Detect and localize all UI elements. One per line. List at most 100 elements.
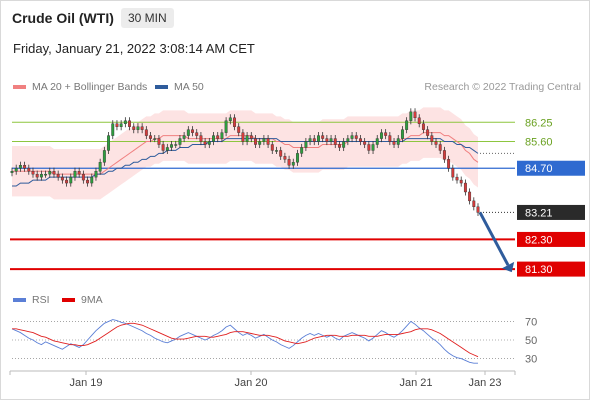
price-tag-box	[517, 204, 585, 220]
legend-label-rsi: RSI	[32, 294, 50, 306]
candle-body	[338, 144, 341, 148]
candle-body	[388, 135, 392, 142]
candle-body	[375, 138, 379, 145]
legend-swatch-ma50	[155, 85, 168, 90]
price-tag-label: 82.30	[525, 234, 553, 246]
candle-body	[94, 170, 98, 178]
candle-body	[207, 141, 211, 145]
candle-body	[170, 144, 173, 148]
candle-body	[417, 117, 421, 124]
candle-body	[90, 176, 94, 184]
candle-body	[476, 206, 480, 213]
candle-body	[392, 141, 396, 145]
candle-body	[463, 182, 467, 193]
timeframe-button[interactable]: 30 MIN	[121, 8, 174, 28]
candle-body	[174, 144, 178, 146]
x-tick-label: Jan 21	[399, 377, 432, 389]
forecast-arrow-head	[501, 261, 515, 273]
chart-datetime: Friday, January 21, 2022 3:08:14 AM CET	[13, 41, 255, 56]
candle-body	[275, 150, 278, 152]
candle-body	[191, 129, 194, 133]
candle-body	[182, 135, 186, 139]
legend-label-ma50: MA 50	[174, 81, 204, 93]
x-tick-label: Jan 20	[234, 377, 267, 389]
candle-body	[258, 141, 262, 145]
candle-body	[10, 170, 14, 173]
candle-body	[237, 126, 241, 133]
candle-body	[233, 117, 236, 127]
candle-body	[451, 168, 455, 178]
candle-body	[300, 147, 304, 154]
candle-body	[342, 141, 346, 148]
price-tag-support: 82.30	[517, 231, 585, 247]
candle-body	[426, 129, 430, 136]
ma50-line	[12, 138, 479, 187]
candle-body	[384, 132, 388, 136]
candle-body	[119, 123, 123, 127]
legend-swatch-rsi	[13, 298, 26, 303]
candle-body	[321, 135, 325, 139]
candle-body	[367, 144, 371, 151]
candle-body	[413, 111, 417, 119]
price-tag-last-price: 83.21	[517, 204, 585, 220]
candle-body	[333, 138, 337, 145]
candle-body	[228, 117, 232, 121]
candle-body	[220, 132, 224, 139]
candle-body	[245, 135, 249, 142]
candle-body	[186, 129, 190, 136]
candle-body	[86, 179, 90, 184]
research-credit: Research © 2022 Trading Central	[424, 81, 581, 93]
legend-label-9ma: 9MA	[81, 294, 103, 306]
rsi-tick-label: 50	[525, 335, 537, 347]
candle-body	[60, 176, 64, 181]
candle-body	[81, 173, 85, 181]
candle-body	[44, 173, 48, 176]
candle-body	[291, 162, 295, 166]
candle-body	[123, 120, 127, 124]
candle-body	[266, 138, 270, 145]
rsi-tick-label: 30	[525, 354, 537, 366]
candle-body	[27, 168, 31, 172]
candle-body	[308, 138, 312, 142]
instrument-title: Crude Oil (WTI)	[12, 10, 114, 26]
candle-body	[153, 138, 157, 140]
candle-body	[396, 138, 400, 145]
candle-body	[262, 138, 266, 142]
candle-body	[165, 147, 169, 151]
legend-ma50: MA 50	[155, 81, 204, 93]
candle-body	[287, 159, 291, 166]
candle-body	[199, 135, 203, 142]
candle-body	[178, 138, 182, 145]
rsi-ma9-line	[12, 322, 479, 358]
candle-body	[56, 173, 60, 178]
candle-body	[363, 141, 367, 145]
legend-label-ma20: MA 20 + Bollinger Bands	[32, 81, 148, 93]
candle-body	[468, 191, 472, 202]
candle-body	[442, 150, 446, 160]
candle-body	[346, 138, 350, 142]
forecast-arrow	[478, 211, 510, 266]
candle-body	[430, 135, 434, 142]
candle-body	[31, 170, 35, 175]
candle-body	[107, 135, 111, 151]
candle-body	[438, 144, 442, 151]
candle-body	[48, 170, 52, 175]
price-tag-box	[517, 160, 585, 176]
resistance-level-label: 86.25	[525, 117, 553, 129]
candle-body	[329, 138, 333, 142]
candle-body	[224, 120, 228, 133]
candle-body	[459, 179, 463, 184]
price-tag-support: 81.30	[517, 261, 585, 277]
price-tag-label: 84.70	[525, 163, 553, 175]
candle-body	[325, 138, 329, 142]
candle-body	[359, 138, 362, 142]
rsi-tick-label: 70	[525, 316, 537, 328]
candle-body	[52, 170, 56, 175]
candle-body	[283, 156, 287, 160]
candle-body	[136, 126, 140, 130]
candle-body	[161, 144, 165, 151]
candle-body	[195, 132, 199, 136]
candle-body	[115, 123, 119, 127]
candle-body	[102, 150, 106, 163]
